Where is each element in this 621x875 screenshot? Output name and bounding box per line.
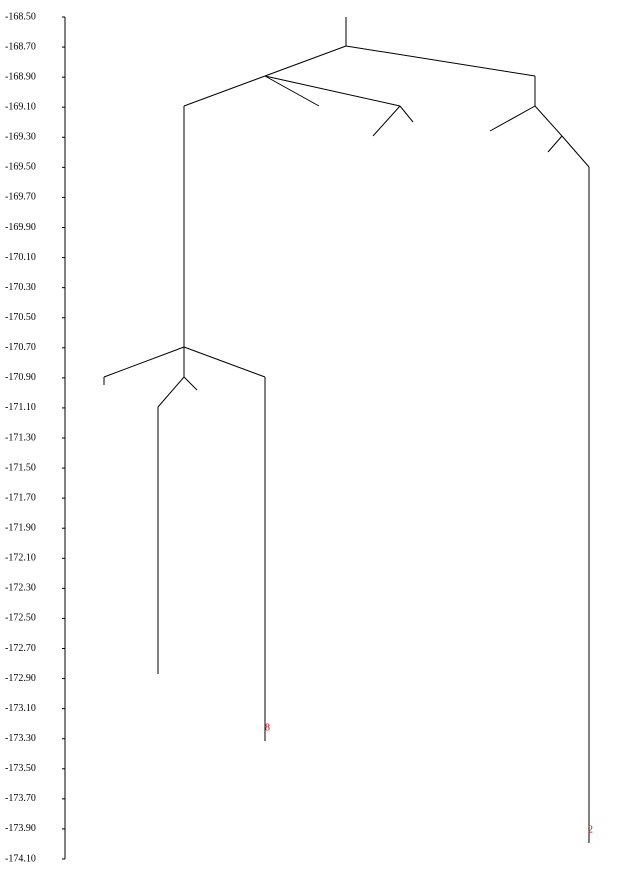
y-tick-label: -173.50 xyxy=(5,763,36,774)
branch xyxy=(264,45,347,77)
y-tick-label: -173.90 xyxy=(5,823,36,834)
branch xyxy=(489,105,536,132)
y-tick-label: -169.10 xyxy=(5,102,36,113)
y-tick-label: -171.50 xyxy=(5,462,36,473)
y-tick-label: -169.30 xyxy=(5,132,36,143)
y-tick-label: -173.10 xyxy=(5,703,36,714)
y-tick-label: -173.70 xyxy=(5,793,36,804)
branch xyxy=(561,135,590,168)
branch xyxy=(183,376,198,391)
y-tick-label: -169.50 xyxy=(5,162,36,173)
y-tick-label: -174.10 xyxy=(5,853,36,864)
y-tick-label: -171.70 xyxy=(5,492,36,503)
branch xyxy=(157,376,185,408)
y-tick-label: -168.70 xyxy=(5,41,36,52)
branch xyxy=(264,75,320,107)
branch xyxy=(183,75,266,107)
y-tick-label: -172.90 xyxy=(5,673,36,684)
y-tick-label: -172.70 xyxy=(5,643,36,654)
leaf-label: 2 xyxy=(588,824,593,835)
y-tick-label: -170.70 xyxy=(5,342,36,353)
y-tick-label: -171.90 xyxy=(5,523,36,534)
branch xyxy=(103,346,185,378)
branch xyxy=(399,105,414,123)
y-tick-label: -168.50 xyxy=(5,11,36,22)
y-tick-label: -171.30 xyxy=(5,432,36,443)
tree xyxy=(103,17,590,843)
y-tick-label: -172.30 xyxy=(5,583,36,594)
branch xyxy=(183,346,266,378)
y-tick-label: -171.10 xyxy=(5,402,36,413)
y-tick-label: -169.90 xyxy=(5,222,36,233)
branch xyxy=(264,75,401,107)
branch xyxy=(547,135,563,153)
y-tick-label: -170.10 xyxy=(5,252,36,263)
y-tick-label: -170.30 xyxy=(5,282,36,293)
leaf-label: 8 xyxy=(265,722,270,733)
branch xyxy=(345,45,536,77)
y-tick-label: -172.10 xyxy=(5,553,36,564)
y-tick-label: -170.50 xyxy=(5,312,36,323)
y-tick-label: -170.90 xyxy=(5,372,36,383)
branch xyxy=(534,105,563,137)
branch xyxy=(372,105,401,137)
y-tick-label: -172.50 xyxy=(5,613,36,624)
y-tick-label: -168.90 xyxy=(5,71,36,82)
y-tick-label: -173.30 xyxy=(5,733,36,744)
y-tick-label: -169.70 xyxy=(5,192,36,203)
